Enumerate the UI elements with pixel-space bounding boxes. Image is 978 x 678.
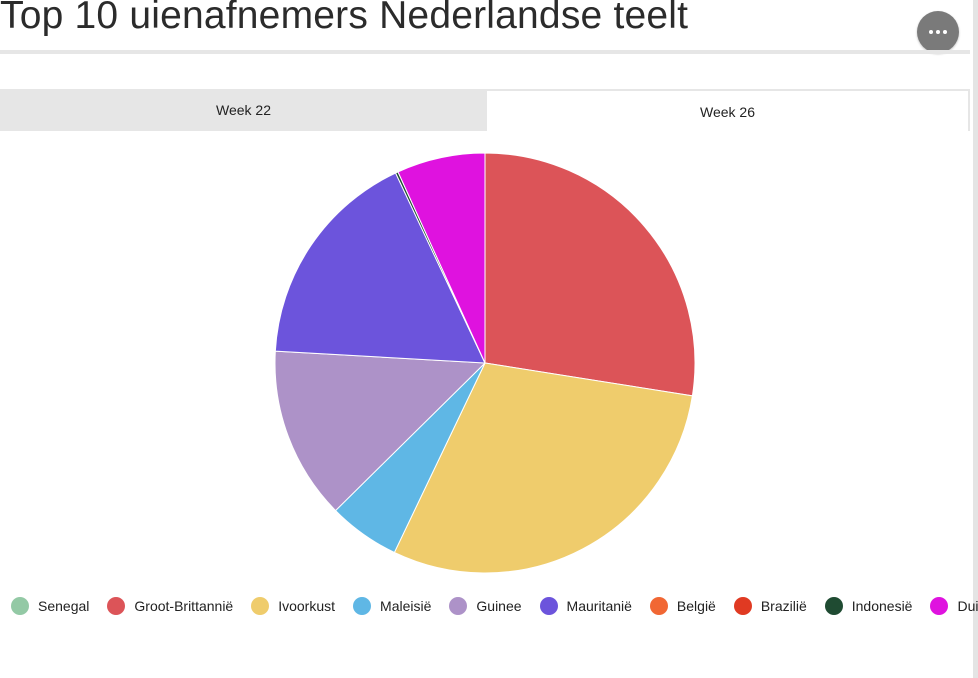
legend-swatch — [649, 597, 668, 615]
legend-item[interactable]: Mauritanië — [539, 597, 632, 615]
legend-label: Guinee — [476, 598, 522, 614]
legend-swatch — [11, 597, 29, 615]
legend-label: Ivoorkust — [278, 598, 336, 614]
legend-item[interactable]: Ivoorkust — [251, 597, 335, 615]
tab-bar: Week 22 Week 26 — [0, 89, 970, 132]
legend-item[interactable]: Indonesië — [824, 597, 913, 615]
legend-swatch — [251, 597, 270, 615]
legend-item[interactable]: Groot-Brittannië — [107, 597, 233, 615]
legend-swatch — [539, 597, 558, 615]
legend-item[interactable]: Senegal — [11, 597, 89, 615]
pie-slice-mauritani-[interactable] — [274, 172, 486, 364]
more-horizontal-icon — [929, 30, 933, 34]
pie-slice-duitsland[interactable] — [397, 152, 486, 364]
legend-label: Duitsland — [957, 598, 978, 614]
more-options-button[interactable] — [917, 11, 959, 53]
tab-week-26[interactable]: Week 26 — [487, 91, 968, 132]
legend-item[interactable]: Duitsland — [930, 597, 978, 615]
legend-swatch — [107, 597, 126, 615]
legend-item[interactable]: Brazilië — [733, 597, 807, 615]
tab-week-22[interactable]: Week 22 — [216, 102, 271, 118]
legend-label: Senegal — [38, 598, 90, 614]
more-horizontal-icon-dot — [943, 30, 947, 34]
chart-legend: Senegal Groot-Brittannië Ivoorkust Maleisië… — [11, 597, 978, 615]
legend-label: Brazilië — [760, 598, 807, 614]
page-title: Top 10 uienafnemers Nederlandse teelt — [0, 0, 689, 37]
legend-item[interactable]: Maleisië — [353, 597, 431, 615]
legend-swatch — [733, 597, 752, 615]
legend-swatch — [449, 597, 468, 615]
pie-slice-groot-brittanni-[interactable] — [484, 152, 696, 397]
legend-swatch — [824, 597, 843, 615]
legend-swatch — [930, 597, 949, 615]
legend-label: Mauritanië — [566, 598, 632, 614]
legend-label: België — [676, 598, 716, 614]
legend-item[interactable]: Guinee — [449, 597, 522, 615]
pie-slice-ivoorkust[interactable] — [393, 362, 693, 574]
scrollbar[interactable] — [973, 0, 978, 678]
pie-slice-guinee[interactable] — [274, 350, 487, 512]
legend-swatch — [353, 597, 372, 615]
legend-label: Maleisië — [380, 598, 432, 614]
legend-label: Groot-Brittannië — [134, 598, 234, 614]
more-horizontal-icon-dot — [936, 30, 940, 34]
legend-item[interactable]: België — [649, 597, 716, 615]
pie-chart — [274, 152, 696, 574]
title-divider — [0, 50, 970, 54]
legend-label: Indonesië — [851, 598, 913, 614]
